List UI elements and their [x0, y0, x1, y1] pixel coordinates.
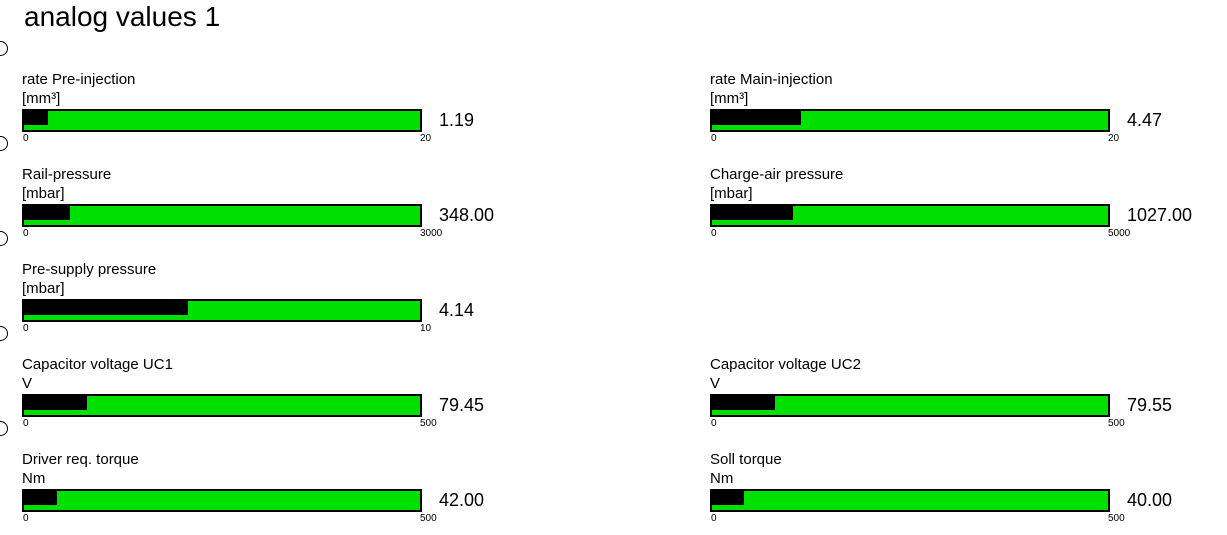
gauge-unit: Nm [22, 470, 46, 487]
gauge-label: rate Main-injection [710, 71, 833, 88]
gauge-rate-main-injection: rate Main-injection [mm³] 4.47 0 20 [710, 70, 1210, 145]
page-title: analog values 1 [24, 1, 221, 32]
gauge-unit: [mbar] [22, 280, 65, 297]
gauge-bar-fill [712, 491, 744, 505]
gauge-value: 40.00 [1127, 490, 1173, 510]
gauge-scale: 0 500 [710, 513, 1210, 525]
row-indicator-icon [0, 231, 8, 246]
gauge-scale-min: 0 [711, 513, 717, 524]
gauge-label: Rail-pressure [22, 166, 112, 183]
gauge-bar-fill [712, 111, 801, 125]
gauge-label: Driver req. torque [22, 451, 139, 468]
gauge-bar [22, 299, 422, 322]
gauge-bar-fill [24, 301, 188, 315]
gauge-capacitor-voltage-uc2: Capacitor voltage UC2 V 79.55 0 500 [710, 355, 1210, 430]
gauge-scale-min: 0 [23, 513, 29, 524]
gauge-label: Capacitor voltage UC2 [710, 356, 861, 373]
gauge-rail-pressure: Rail-pressure [mbar] 348.00 0 3000 [22, 165, 522, 240]
gauge-value: 42.00 [439, 490, 485, 510]
gauge-charge-air-pressure: Charge-air pressure [mbar] 1027.00 0 500… [710, 165, 1210, 240]
row-indicator-icon [0, 41, 8, 56]
gauge-bar-fill [24, 206, 70, 220]
gauge-capacitor-voltage-uc1: Capacitor voltage UC1 V 79.45 0 500 [22, 355, 522, 430]
gauge-unit: V [22, 375, 33, 392]
gauge-value: 1027.00 [1127, 205, 1193, 225]
gauge-scale-max: 500 [420, 418, 437, 429]
gauge-bar-fill [712, 206, 794, 220]
gauge-scale-min: 0 [23, 418, 29, 429]
gauge-scale: 0 10 [22, 323, 522, 335]
gauge-scale: 0 20 [22, 133, 522, 145]
gauge-bar [22, 394, 422, 417]
gauge-scale-min: 0 [711, 133, 717, 144]
gauge-scale: 0 3000 [22, 228, 522, 240]
gauge-unit: [mm³] [710, 90, 749, 107]
gauge-scale-min: 0 [711, 228, 717, 239]
gauge-scale-max: 500 [1108, 513, 1125, 524]
gauge-bar [710, 109, 1110, 132]
gauge-scale-max: 3000 [420, 228, 443, 239]
gauge-scale-max: 10 [420, 323, 432, 334]
gauge-bar [710, 489, 1110, 512]
gauge-bar [22, 489, 422, 512]
gauge-label: Soll torque [710, 451, 782, 468]
gauge-label: Capacitor voltage UC1 [22, 356, 173, 373]
gauge-scale-min: 0 [23, 323, 29, 334]
gauge-scale-max: 500 [420, 513, 437, 524]
gauge-bar [710, 204, 1110, 227]
gauge-unit: [mbar] [22, 185, 65, 202]
gauge-value: 79.45 [439, 395, 485, 415]
gauge-scale: 0 500 [22, 513, 522, 525]
gauge-value: 4.14 [439, 300, 475, 320]
gauge-scale-min: 0 [23, 133, 29, 144]
row-indicator-icon [0, 326, 8, 341]
gauge-scale-max: 500 [1108, 418, 1125, 429]
gauge-bar-fill [712, 396, 775, 410]
gauge-value: 4.47 [1127, 110, 1163, 130]
gauge-value: 1.19 [439, 110, 475, 130]
gauge-scale-max: 20 [1108, 133, 1120, 144]
gauge-scale-min: 0 [711, 418, 717, 429]
gauge-bar-fill [24, 111, 48, 125]
gauge-bar-fill [24, 396, 87, 410]
gauge-pre-supply-pressure: Pre-supply pressure [mbar] 4.14 0 10 [22, 260, 522, 335]
gauge-scale: 0 20 [710, 133, 1210, 145]
row-indicator-icon [0, 421, 8, 436]
gauge-rate-pre-injection: rate Pre-injection [mm³] 1.19 0 20 [22, 70, 522, 145]
gauge-bar [22, 109, 422, 132]
gauge-unit: [mm³] [22, 90, 61, 107]
gauge-unit: Nm [710, 470, 734, 487]
gauge-unit: [mbar] [710, 185, 753, 202]
gauge-bar-fill [24, 491, 58, 505]
gauge-driver-req-torque: Driver req. torque Nm 42.00 0 500 [22, 450, 522, 525]
gauge-label: rate Pre-injection [22, 71, 136, 88]
gauge-label: Pre-supply pressure [22, 261, 157, 278]
gauge-bar [710, 394, 1110, 417]
gauge-scale: 0 500 [710, 418, 1210, 430]
gauge-value: 79.55 [1127, 395, 1173, 415]
gauge-scale: 0 500 [22, 418, 522, 430]
gauge-bar [22, 204, 422, 227]
gauge-scale-max: 20 [420, 133, 432, 144]
gauge-unit: V [710, 375, 721, 392]
gauge-soll-torque: Soll torque Nm 40.00 0 500 [710, 450, 1210, 525]
gauge-label: Charge-air pressure [710, 166, 844, 183]
row-indicator-icon [0, 136, 8, 151]
gauge-value: 348.00 [439, 205, 495, 225]
gauge-scale-max: 5000 [1108, 228, 1131, 239]
gauge-scale-min: 0 [23, 228, 29, 239]
gauge-scale: 0 5000 [710, 228, 1210, 240]
